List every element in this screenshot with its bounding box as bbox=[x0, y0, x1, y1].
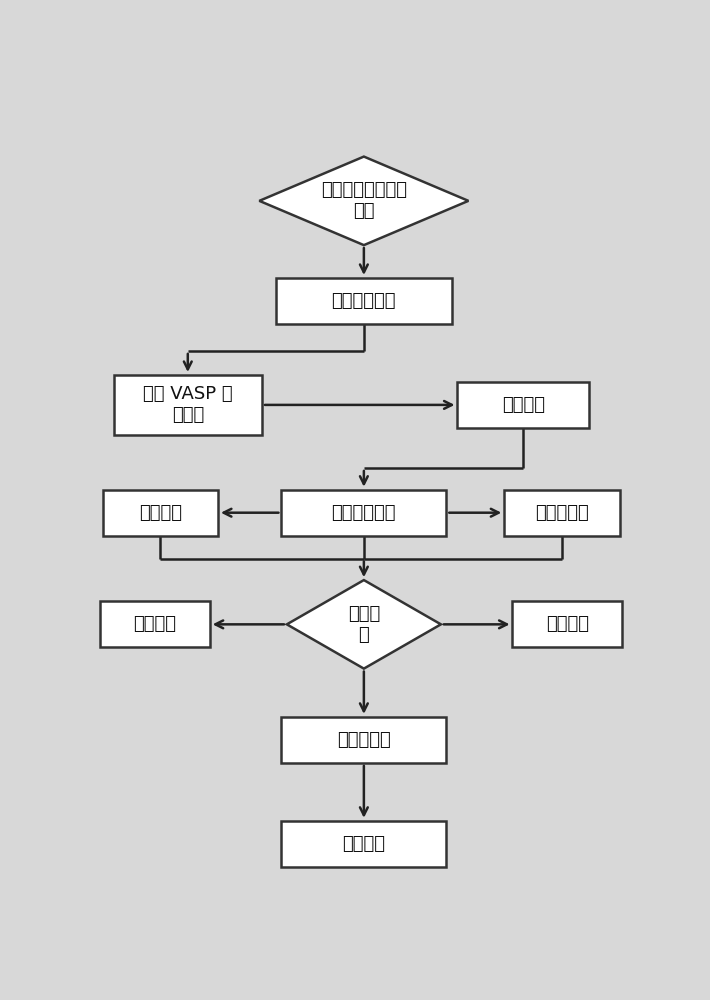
Text: 确定缺陷类型: 确定缺陷类型 bbox=[332, 292, 396, 310]
Text: 结果分
析: 结果分 析 bbox=[348, 605, 380, 644]
Text: 结构特性: 结构特性 bbox=[133, 615, 176, 633]
Bar bbox=[504, 490, 620, 536]
Bar bbox=[114, 375, 262, 435]
Bar bbox=[275, 278, 452, 324]
Text: 态密度计算: 态密度计算 bbox=[535, 504, 589, 522]
Text: 完成筛选: 完成筛选 bbox=[342, 835, 386, 853]
Bar bbox=[102, 490, 218, 536]
Bar bbox=[99, 601, 210, 647]
Bar bbox=[513, 601, 623, 647]
Text: 能带计算: 能带计算 bbox=[138, 504, 182, 522]
Text: 选取模型、泛函、
方法: 选取模型、泛函、 方法 bbox=[321, 181, 407, 220]
Polygon shape bbox=[287, 580, 441, 669]
Bar bbox=[281, 821, 447, 867]
Polygon shape bbox=[259, 157, 469, 245]
Text: 设置 VASP 输
入文件: 设置 VASP 输 入文件 bbox=[143, 385, 233, 424]
Bar bbox=[281, 490, 447, 536]
Text: 缺陷形成能: 缺陷形成能 bbox=[337, 731, 391, 749]
Bar bbox=[281, 717, 447, 763]
Text: 电荷密度计算: 电荷密度计算 bbox=[332, 504, 396, 522]
Text: 电子特性: 电子特性 bbox=[546, 615, 589, 633]
Text: 结构优化: 结构优化 bbox=[502, 396, 545, 414]
Bar bbox=[457, 382, 589, 428]
